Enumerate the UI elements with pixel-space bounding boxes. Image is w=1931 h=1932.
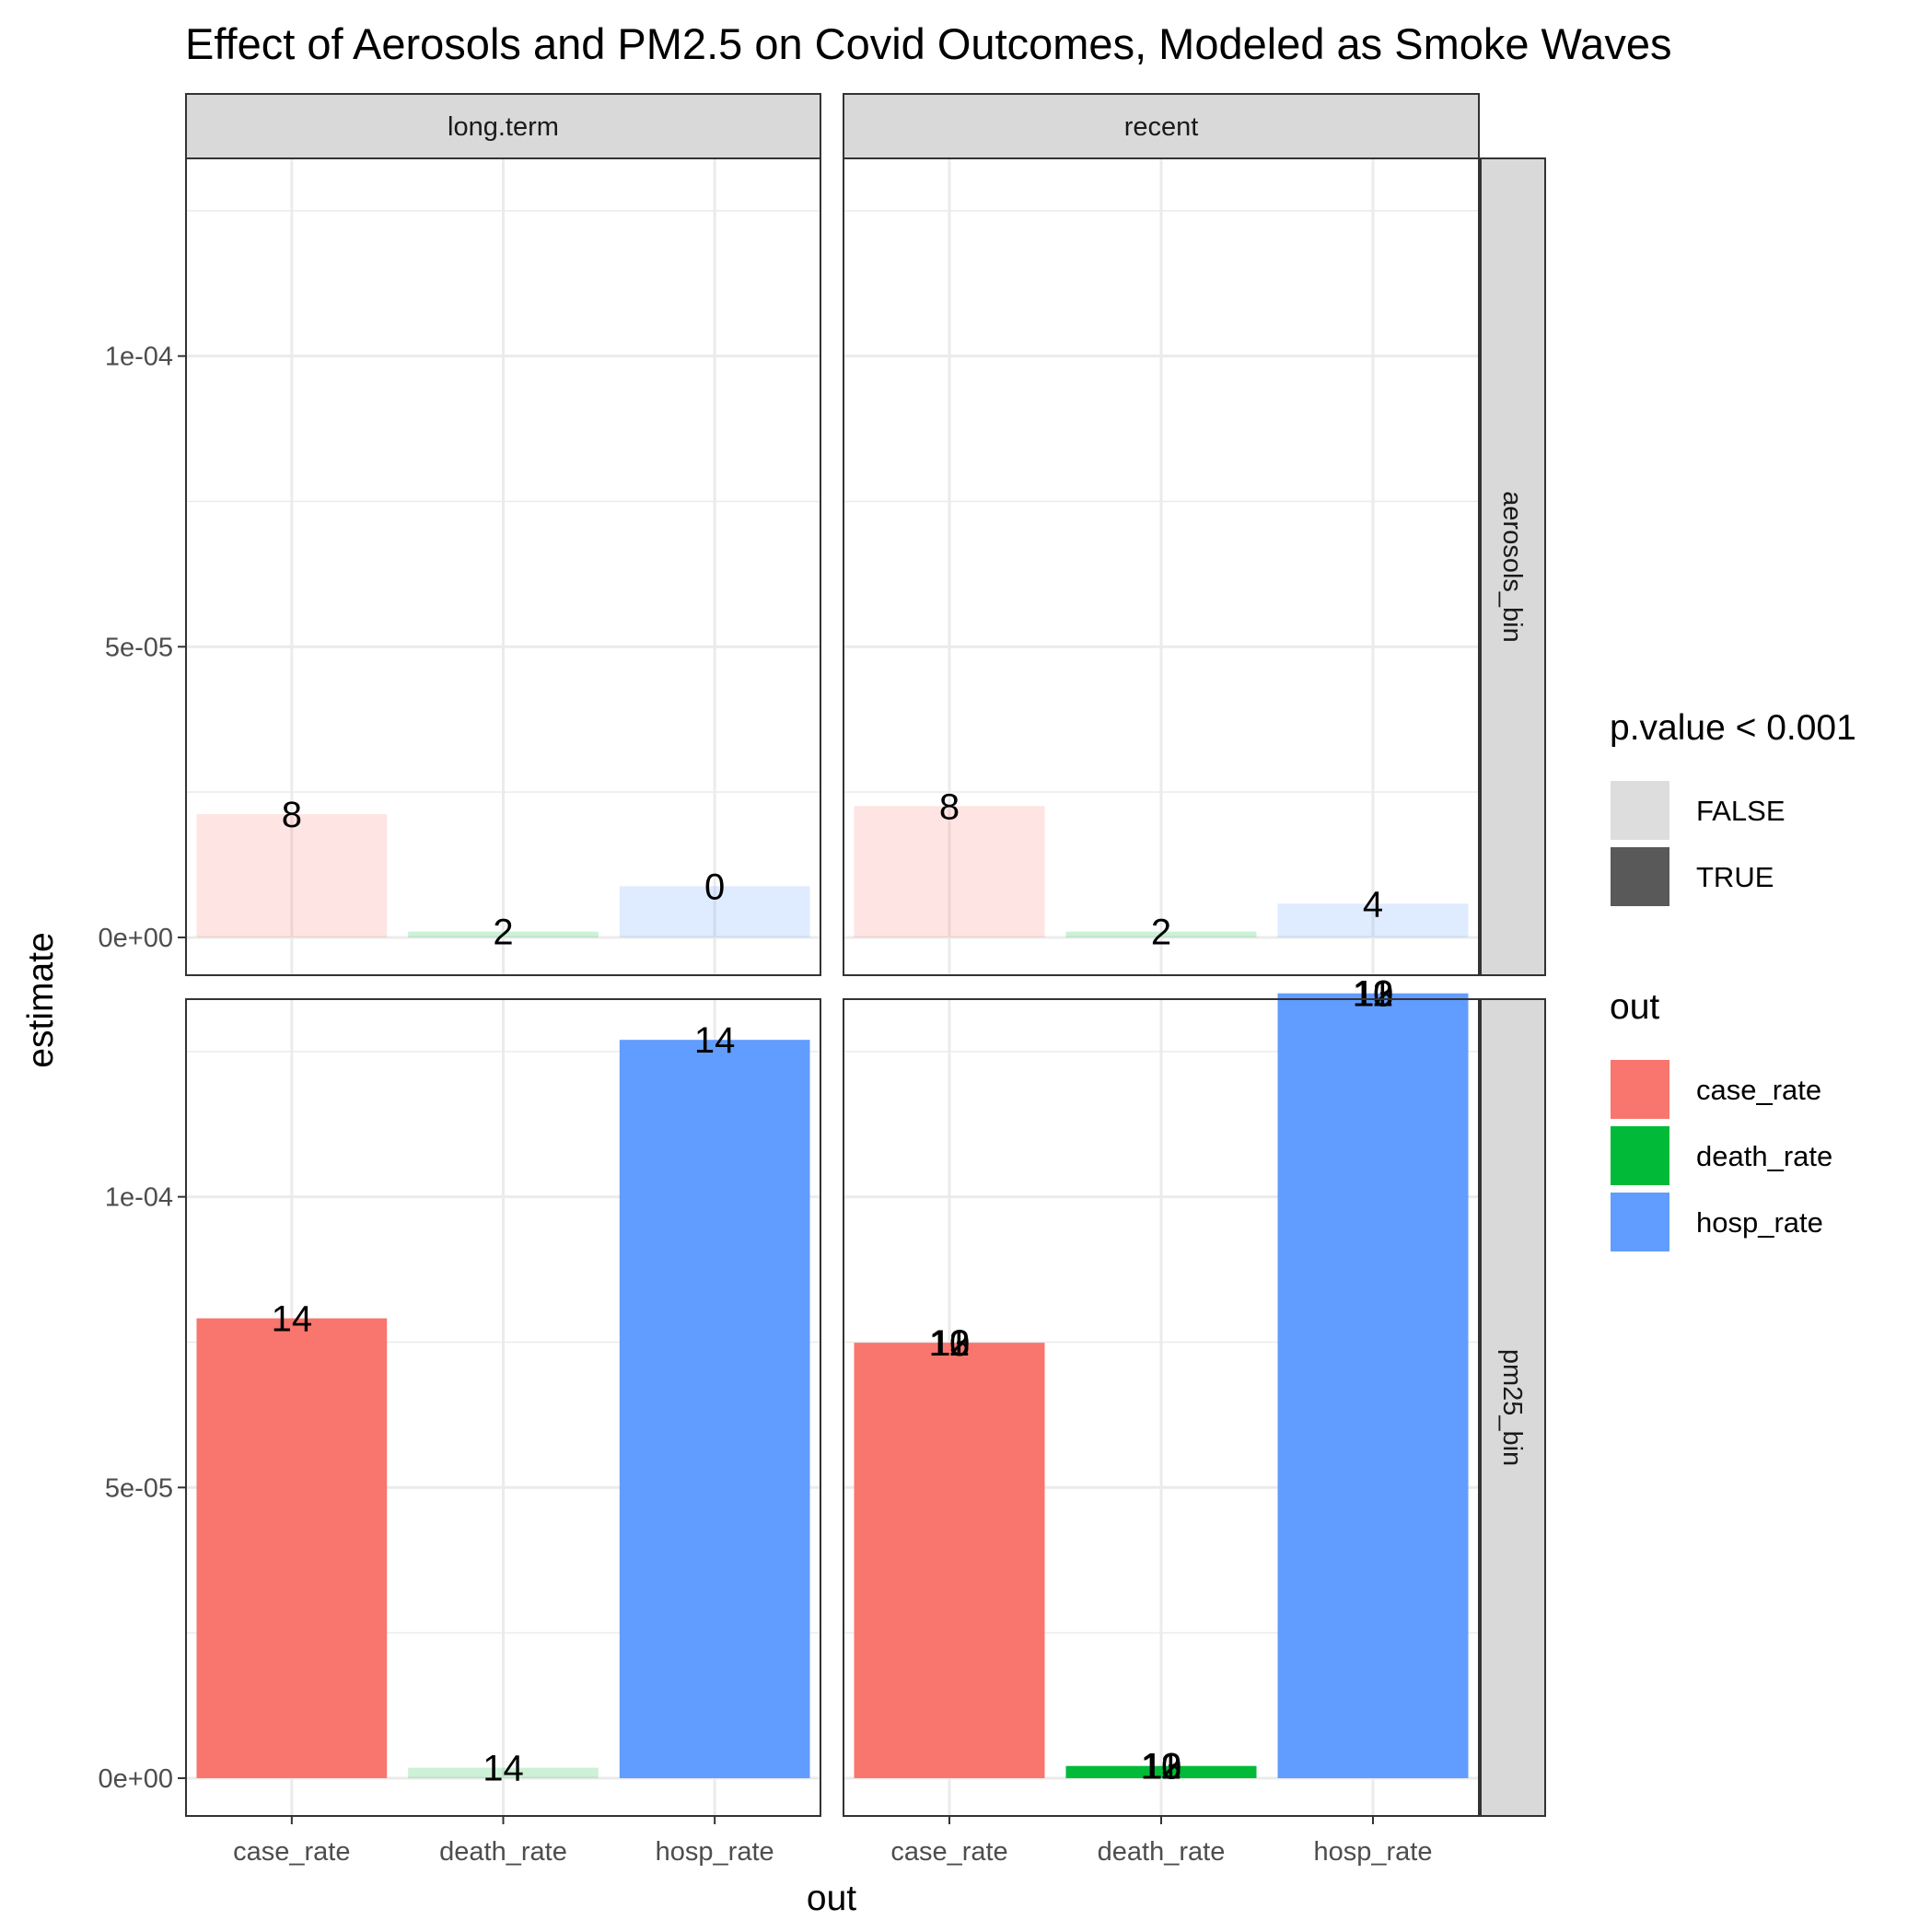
bar-label-case_rate: 13 [929, 1323, 971, 1364]
bar-label-case_rate: 10 [929, 1323, 971, 1364]
bar-label-hosp_rate: 10 [1353, 974, 1394, 1015]
x-tick-label-death_rate: death_rate [1098, 1837, 1226, 1867]
y-tick-label: 1e-04 [105, 343, 173, 372]
x-tick-label-hosp_rate: hosp_rate [1314, 1837, 1433, 1867]
bar-label-hosp_rate: 4 [1363, 884, 1383, 925]
x-tick-label-hosp_rate: hosp_rate [656, 1837, 774, 1867]
bar-label-hosp_rate: 11 [1354, 974, 1392, 1015]
bar-hosp_rate [619, 886, 810, 937]
bar-label-case_rate: 8 [282, 795, 302, 835]
y-tick-label: 5e-05 [105, 633, 173, 662]
y-tick-label: 0e+00 [99, 924, 173, 953]
bar-label-case_rate: 12 [929, 1323, 971, 1364]
bar-label-case_rate: 11 [930, 1323, 969, 1364]
x-axis-title: out [807, 1879, 856, 1918]
bar-label-hosp_rate: 12 [1353, 974, 1394, 1015]
legend-key-TRUE [1609, 845, 1671, 908]
facet-strip-label-col-1: recent [1124, 112, 1199, 142]
bar-label-death_rate: 13 [1141, 1747, 1182, 1787]
facet-strip-label-row-0: aerosols_bin [1497, 491, 1527, 642]
facet-strip-label-col-0: long.term [448, 112, 559, 142]
legend-title-alpha: p.value < 0.001 [1610, 708, 1856, 748]
x-tick-label-death_rate: death_rate [439, 1837, 567, 1867]
bar-death_rate [408, 1767, 599, 1778]
legend-key-FALSE [1609, 779, 1671, 842]
y-axis-title: estimate [21, 932, 61, 1067]
bar-label-death_rate: 11 [1142, 1747, 1181, 1787]
bar-label-case_rate: 14 [272, 1299, 313, 1340]
bar-label-death_rate: 2 [493, 913, 513, 953]
panel-pm25_bin-long.term: 14 14 14 0e+00 5e-05 1e-04 case_rate death_rate… [99, 998, 821, 1867]
x-tick-label-case_rate: case_rate [890, 1837, 1007, 1867]
bar-case_rate [196, 814, 388, 937]
bar-hosp_rate [1277, 903, 1469, 937]
legend-label-case_rate: case_rate [1696, 1074, 1821, 1106]
bar-label-hosp_rate: 14 [694, 1020, 736, 1061]
bar-label-death_rate: 2 [1151, 913, 1171, 953]
bar-death_rate [1065, 931, 1257, 937]
panels-layer: long.term recent aerosols_bin pm25_bin 8 2 0 0e… [99, 93, 1546, 1867]
panel-aerosols_bin-long.term: 8 2 0 0e+00 5e-05 1e-04 [99, 157, 821, 976]
x-tick-label-case_rate: case_rate [233, 1837, 350, 1867]
bar-death_rate [1065, 1765, 1257, 1778]
facet-strip-col-0 [185, 93, 821, 159]
legend-key-case_rate [1609, 1058, 1671, 1121]
facet-strip-label-row-1: pm25_bin [1497, 1349, 1527, 1466]
bar-label-death_rate: 12 [1141, 1747, 1182, 1787]
legend-label-FALSE: FALSE [1696, 795, 1786, 827]
bar-label-hosp_rate: 13 [1353, 974, 1394, 1015]
legend-title-fill: out [1610, 987, 1659, 1027]
y-tick-label: 1e-04 [105, 1183, 173, 1213]
legend-fill: out case_rate death_rate hosp_rate [1609, 987, 1832, 1253]
bar-case_rate [854, 1343, 1045, 1778]
panel-border [185, 157, 821, 976]
chart-title: Effect of Aerosols and PM2.5 on Covid Ou… [185, 19, 1671, 68]
legend-key-death_rate [1609, 1124, 1671, 1187]
facet-strip-col-1 [843, 93, 1480, 159]
legend-label-death_rate: death_rate [1696, 1140, 1832, 1172]
bar-label-case_rate: 8 [939, 786, 960, 827]
bar-case_rate [854, 806, 1045, 937]
bar-label-death_rate: 14 [483, 1749, 524, 1789]
bar-label-hosp_rate: 0 [704, 867, 725, 907]
bar-case_rate [196, 1318, 388, 1778]
facet-strip-row-0 [1480, 157, 1546, 976]
legend-label-hosp_rate: hosp_rate [1696, 1206, 1823, 1239]
panel-aerosols_bin-recent: 8 2 4 [843, 157, 1480, 976]
legend-label-TRUE: TRUE [1696, 861, 1774, 893]
bar-death_rate [408, 931, 599, 937]
legend-alpha: p.value < 0.001 FALSE TRUE [1609, 708, 1856, 908]
legends-layer: p.value < 0.001 FALSE TRUE out case_ratedeat… [1609, 708, 1856, 1253]
facet-strip-row-1 [1480, 998, 1546, 1817]
legend-key-hosp_rate [1609, 1191, 1671, 1253]
panel-border [843, 157, 1480, 976]
y-tick-label: 5e-05 [105, 1473, 173, 1503]
bar-hosp_rate [1277, 993, 1469, 1778]
y-tick-label: 0e+00 [99, 1764, 173, 1794]
bar-hosp_rate [619, 1040, 810, 1778]
bar-label-death_rate: 10 [1141, 1747, 1182, 1787]
